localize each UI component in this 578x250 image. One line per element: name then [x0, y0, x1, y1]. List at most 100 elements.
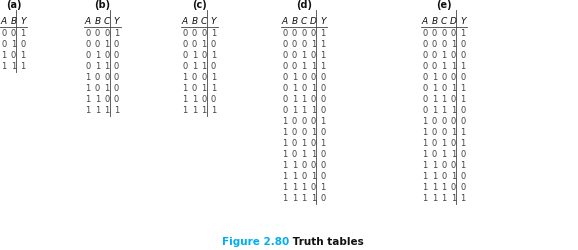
Text: 0: 0: [451, 29, 456, 38]
Text: 1: 1: [283, 161, 288, 170]
Text: 1: 1: [432, 106, 437, 115]
Text: 1: 1: [432, 95, 437, 104]
Text: 0: 0: [201, 51, 206, 60]
Text: 1: 1: [311, 62, 316, 71]
Text: 0: 0: [451, 73, 456, 82]
Text: 0: 0: [320, 84, 325, 93]
Text: 1: 1: [114, 29, 119, 38]
Text: 1: 1: [451, 62, 456, 71]
Text: 1: 1: [460, 84, 466, 93]
Text: 1: 1: [320, 29, 325, 38]
Text: 1: 1: [292, 95, 297, 104]
Text: B: B: [94, 16, 101, 26]
Text: 1: 1: [451, 40, 456, 49]
Text: 1: 1: [105, 84, 110, 93]
Text: 1: 1: [432, 183, 437, 192]
Text: 0: 0: [432, 150, 437, 159]
Text: 1: 1: [292, 106, 297, 115]
Text: Y: Y: [460, 16, 466, 26]
Text: 0: 0: [95, 29, 100, 38]
Text: 1: 1: [11, 62, 16, 71]
Text: 1: 1: [20, 51, 25, 60]
Text: 1: 1: [432, 172, 437, 181]
Text: 0: 0: [292, 128, 297, 137]
Text: 0: 0: [114, 40, 119, 49]
Text: 0: 0: [432, 51, 437, 60]
Text: 0: 0: [311, 29, 316, 38]
Text: 0: 0: [192, 40, 197, 49]
Text: 1: 1: [423, 161, 428, 170]
Text: 1: 1: [283, 117, 288, 126]
Text: 0: 0: [460, 172, 466, 181]
Text: 1: 1: [95, 106, 100, 115]
Text: 0: 0: [451, 161, 456, 170]
Text: 0: 0: [432, 62, 437, 71]
Text: D: D: [310, 16, 317, 26]
Text: 0: 0: [311, 95, 316, 104]
Text: 0: 0: [283, 73, 288, 82]
Text: 1: 1: [311, 194, 316, 203]
Text: 0: 0: [105, 95, 110, 104]
Text: 1: 1: [1, 51, 6, 60]
Text: 1: 1: [442, 139, 447, 148]
Text: 1: 1: [442, 150, 447, 159]
Text: 0: 0: [460, 106, 466, 115]
Text: 0: 0: [1, 29, 6, 38]
Text: Y: Y: [211, 16, 216, 26]
Text: 1: 1: [201, 84, 206, 93]
Text: 1: 1: [423, 150, 428, 159]
Text: 1: 1: [460, 139, 466, 148]
Text: 1: 1: [451, 150, 456, 159]
Text: 0: 0: [311, 139, 316, 148]
Text: 1: 1: [95, 51, 100, 60]
Text: (e): (e): [436, 0, 452, 10]
Text: 1: 1: [301, 62, 306, 71]
Text: 1: 1: [432, 84, 437, 93]
Text: Y: Y: [20, 16, 26, 26]
Text: 0: 0: [423, 106, 428, 115]
Text: 0: 0: [320, 150, 325, 159]
Text: (b): (b): [94, 0, 110, 10]
Text: 0: 0: [311, 73, 316, 82]
Text: C: C: [301, 16, 307, 26]
Text: 1: 1: [311, 150, 316, 159]
Text: 0: 0: [201, 73, 206, 82]
Text: 1: 1: [95, 62, 100, 71]
Text: 0: 0: [442, 117, 447, 126]
Text: C: C: [201, 16, 207, 26]
Text: 1: 1: [183, 84, 188, 93]
Text: 0: 0: [460, 117, 466, 126]
Text: 1: 1: [311, 40, 316, 49]
Text: 1: 1: [201, 106, 206, 115]
Text: 0: 0: [283, 95, 288, 104]
Text: 0: 0: [423, 29, 428, 38]
Text: 0: 0: [114, 95, 119, 104]
Text: 1: 1: [283, 183, 288, 192]
Text: 1: 1: [423, 139, 428, 148]
Text: 0: 0: [451, 51, 456, 60]
Text: 0: 0: [432, 117, 437, 126]
Text: 0: 0: [460, 73, 466, 82]
Text: 1: 1: [283, 194, 288, 203]
Text: B: B: [291, 16, 298, 26]
Text: 0: 0: [320, 95, 325, 104]
Text: 0: 0: [114, 84, 119, 93]
Text: A: A: [1, 16, 7, 26]
Text: 0: 0: [451, 183, 456, 192]
Text: 0: 0: [423, 73, 428, 82]
Text: 0: 0: [451, 95, 456, 104]
Text: 0: 0: [451, 117, 456, 126]
Text: 0: 0: [311, 51, 316, 60]
Text: 0: 0: [283, 51, 288, 60]
Text: 1: 1: [20, 62, 25, 71]
Text: 1: 1: [86, 95, 91, 104]
Text: 1: 1: [211, 51, 216, 60]
Text: 0: 0: [423, 84, 428, 93]
Text: 1: 1: [423, 117, 428, 126]
Text: Figure 2.80: Figure 2.80: [222, 237, 289, 247]
Text: (d): (d): [296, 0, 312, 10]
Text: 0: 0: [11, 29, 16, 38]
Text: 1: 1: [320, 183, 325, 192]
Text: 0: 0: [460, 150, 466, 159]
Text: 1: 1: [192, 106, 197, 115]
